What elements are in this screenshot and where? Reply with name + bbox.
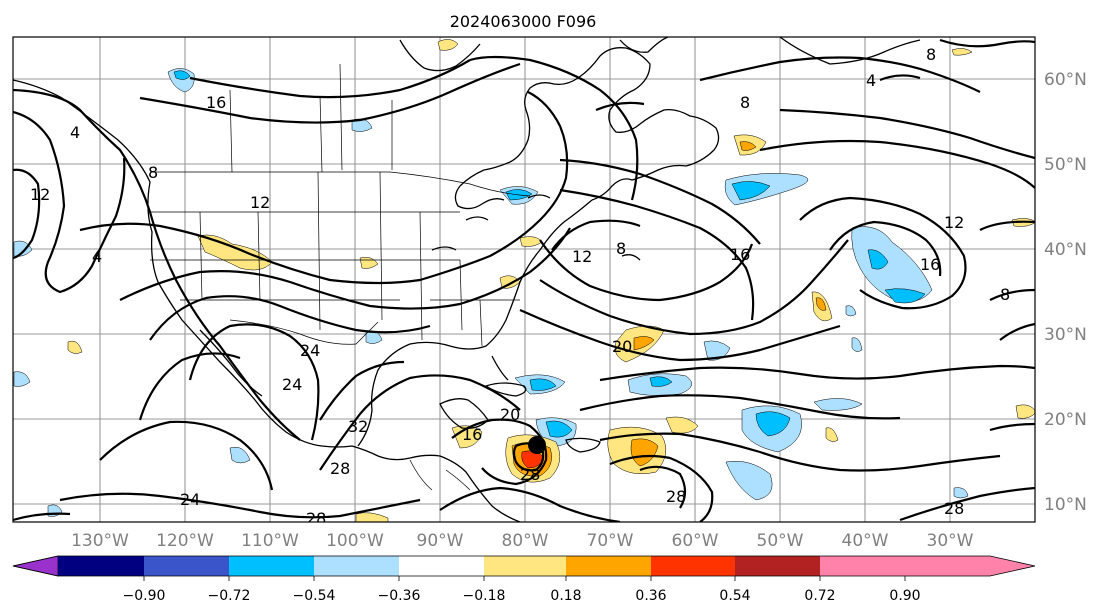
lon-label: 130°W <box>71 531 129 551</box>
contour-label: 12 <box>944 213 964 232</box>
contour-label: 24 <box>180 490 200 509</box>
colorbar-segment <box>651 556 735 576</box>
contour-label: 8 <box>926 45 936 64</box>
colorbar-tick-label: −0.72 <box>208 588 251 604</box>
lon-label: 100°W <box>326 531 384 551</box>
contour-label: 28 <box>330 459 350 478</box>
lat-label: 30°N <box>1044 325 1087 345</box>
colorbar-segment <box>820 556 905 576</box>
contour-label: 32 <box>348 417 368 436</box>
lon-label: 90°W <box>417 531 464 551</box>
contour-label-group: 16 4 12 8 4 12 8 4 8 12 16 8 16 12 8 20 … <box>30 45 1010 528</box>
lat-label: 10°N <box>1044 495 1087 515</box>
contour-label: 12 <box>30 185 50 204</box>
contour-label: 8 <box>1000 285 1010 304</box>
lon-label: 60°W <box>672 531 719 551</box>
lon-label: 70°W <box>587 531 634 551</box>
colorbar-tick-label: −0.54 <box>293 588 336 604</box>
contour-label: 28 <box>520 465 540 484</box>
contour-label: 28 <box>666 487 686 506</box>
colorbar-high-extend <box>905 556 1035 576</box>
contour-label: 8 <box>616 239 626 258</box>
contour-label: 16 <box>462 425 482 444</box>
contour-label: 16 <box>206 93 226 112</box>
contour-lines <box>13 38 1035 522</box>
colorbar-segment <box>229 556 314 576</box>
lon-label: 40°W <box>842 531 889 551</box>
contour-label: 12 <box>572 247 592 266</box>
contour-label: 16 <box>730 245 750 264</box>
colorbar-tick-label: 0.36 <box>635 588 666 604</box>
contour-label: 24 <box>300 341 320 360</box>
latitude-labels: 60°N 50°N 40°N 30°N 20°N 10°N <box>1044 70 1087 515</box>
lat-label: 60°N <box>1044 70 1087 90</box>
contour-label: 28 <box>306 509 326 528</box>
colorbar-outline <box>12 555 1036 577</box>
contour-label: 24 <box>282 375 302 394</box>
colorbar-tick-marks <box>143 576 906 581</box>
colorbar-tick-label: 0.18 <box>550 588 581 604</box>
shaded-anomaly-field <box>13 39 1035 522</box>
map-title: 2024063000 F096 <box>450 12 597 31</box>
lon-label: 50°W <box>757 531 804 551</box>
storm-center-marker <box>528 436 546 454</box>
lat-label: 20°N <box>1044 410 1087 430</box>
colorbar-tick-label: −0.90 <box>123 588 166 604</box>
colorbar: −0.90 −0.72 −0.54 −0.36 −0.18 0.18 0.36 … <box>12 555 1036 604</box>
longitude-labels: 130°W 120°W 110°W 100°W 90°W 80°W 70°W 6… <box>71 531 974 551</box>
colorbar-segment <box>484 556 566 576</box>
colorbar-tick-label: −0.18 <box>463 588 506 604</box>
colorbar-segment <box>735 556 820 576</box>
colorbar-segment <box>58 556 144 576</box>
contour-label: 12 <box>250 193 270 212</box>
contour-label: 20 <box>612 337 632 356</box>
lon-label: 30°W <box>927 531 974 551</box>
colorbar-segment <box>144 556 229 576</box>
colorbar-low-extend <box>12 555 59 577</box>
lon-label: 110°W <box>241 531 299 551</box>
colorbar-tick-label: 0.72 <box>804 588 835 604</box>
colorbar-tick-label: 0.54 <box>719 588 750 604</box>
map-frame <box>12 36 1036 523</box>
colorbar-segment <box>566 556 651 576</box>
contour-label: 16 <box>920 255 940 274</box>
colorbar-segment <box>314 556 399 576</box>
contour-label: 4 <box>70 123 80 142</box>
contour-label: 8 <box>148 163 158 182</box>
colorbar-tick-label: −0.36 <box>378 588 421 604</box>
contour-label: 4 <box>866 71 876 90</box>
coastlines <box>13 37 921 522</box>
contour-label: 4 <box>92 247 102 266</box>
colorbar-tick-label: 0.90 <box>889 588 920 604</box>
lat-label: 40°N <box>1044 240 1087 260</box>
contour-label: 8 <box>740 93 750 112</box>
colorbar-segment <box>399 556 484 576</box>
lat-label: 50°N <box>1044 155 1087 175</box>
contour-label: 20 <box>500 405 520 424</box>
lon-label: 120°W <box>156 531 214 551</box>
contour-label: 28 <box>944 499 964 518</box>
lon-label: 80°W <box>502 531 549 551</box>
